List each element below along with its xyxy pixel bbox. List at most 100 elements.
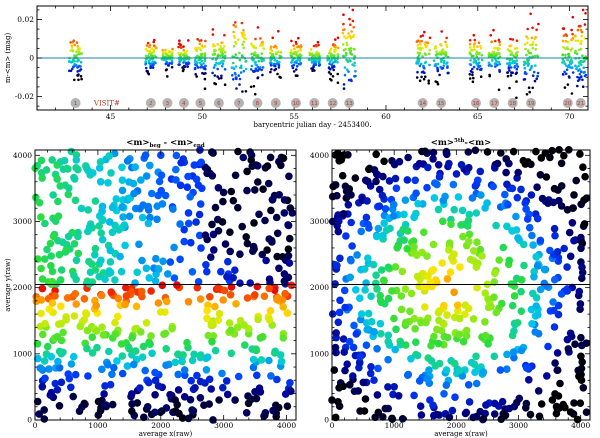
data-point <box>488 73 491 77</box>
star-point <box>410 243 418 251</box>
star-point <box>242 233 250 241</box>
data-point <box>299 49 303 52</box>
star-point <box>451 359 459 368</box>
data-point <box>570 66 573 70</box>
data-point <box>213 74 217 77</box>
star-point <box>179 351 187 359</box>
star-point <box>574 366 582 375</box>
star-point <box>188 356 197 365</box>
data-point <box>566 58 569 62</box>
data-point <box>469 63 473 66</box>
star-point <box>543 372 551 380</box>
visit-badge-number: 9 <box>274 101 278 107</box>
data-point <box>576 75 579 79</box>
data-point <box>151 60 154 63</box>
star-point <box>356 294 364 303</box>
data-point <box>317 64 321 67</box>
visit-badge <box>195 98 206 108</box>
data-point <box>439 58 443 61</box>
star-point <box>571 340 579 349</box>
data-point <box>432 59 436 62</box>
data-point <box>168 62 171 65</box>
star-point <box>449 180 458 189</box>
data-point <box>584 12 587 15</box>
data-point <box>291 52 295 55</box>
data-point <box>415 40 419 43</box>
star-point <box>265 316 274 324</box>
star-point <box>263 162 272 170</box>
star-point <box>146 161 154 170</box>
data-point <box>566 40 570 44</box>
star-point <box>380 157 388 166</box>
data-point <box>314 63 318 66</box>
data-point <box>182 48 185 52</box>
star-point <box>55 250 64 259</box>
star-point <box>54 320 63 329</box>
star-point <box>131 347 140 355</box>
data-point <box>416 44 420 47</box>
data-point <box>336 46 340 50</box>
data-point <box>235 87 238 90</box>
data-point <box>472 65 476 69</box>
star-point <box>454 193 463 201</box>
star-point <box>65 374 74 383</box>
star-point <box>505 256 513 265</box>
star-point <box>144 202 152 211</box>
star-point <box>363 197 371 205</box>
x-tick-label: 4000 <box>277 421 296 430</box>
data-point <box>317 43 320 47</box>
star-point <box>272 213 281 222</box>
data-point <box>144 63 147 66</box>
data-point <box>417 53 421 57</box>
data-point <box>419 35 423 38</box>
star-point <box>457 161 466 169</box>
star-point <box>577 233 585 242</box>
star-point <box>264 179 273 188</box>
star-point <box>346 273 355 282</box>
data-point <box>440 53 443 56</box>
star-point <box>83 344 91 353</box>
star-point <box>523 215 532 223</box>
data-point <box>347 32 350 35</box>
data-point <box>273 58 277 62</box>
star-point <box>416 402 425 411</box>
data-point <box>318 57 321 61</box>
data-point <box>342 22 345 26</box>
star-point <box>455 314 464 323</box>
star-point <box>484 295 492 303</box>
star-point <box>175 409 183 418</box>
data-point <box>479 68 483 71</box>
star-point <box>530 273 538 281</box>
data-point <box>530 36 534 40</box>
star-point <box>510 402 519 411</box>
star-point <box>48 299 57 307</box>
star-point <box>37 264 45 273</box>
star-point <box>263 246 271 254</box>
data-point <box>436 62 440 66</box>
star-point <box>232 300 240 308</box>
data-point <box>307 58 311 61</box>
star-point <box>403 176 412 184</box>
star-point <box>85 257 93 266</box>
star-point <box>334 398 342 406</box>
data-point <box>472 76 475 80</box>
star-point <box>42 166 51 174</box>
data-point <box>498 62 502 66</box>
data-point <box>165 54 169 57</box>
star-point <box>400 210 408 219</box>
data-point <box>315 60 318 64</box>
data-point <box>523 43 527 46</box>
data-point <box>203 77 207 81</box>
data-point <box>233 71 237 75</box>
data-point <box>480 58 484 62</box>
star-point <box>262 256 270 265</box>
data-point <box>212 66 216 69</box>
star-point <box>122 292 131 300</box>
data-point <box>580 30 584 34</box>
star-point <box>401 285 410 293</box>
star-point <box>256 388 265 396</box>
star-point <box>370 166 379 174</box>
data-point <box>346 36 350 39</box>
data-point <box>269 70 272 74</box>
data-point <box>574 34 577 38</box>
